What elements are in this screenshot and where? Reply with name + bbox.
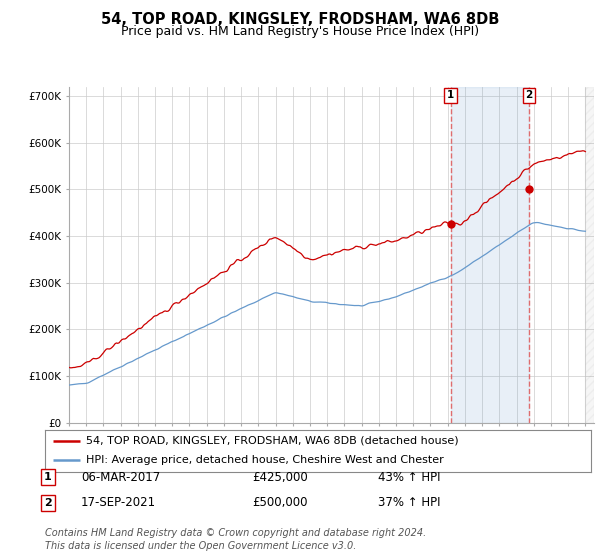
Text: 54, TOP ROAD, KINGSLEY, FRODSHAM, WA6 8DB (detached house): 54, TOP ROAD, KINGSLEY, FRODSHAM, WA6 8D… xyxy=(86,436,458,446)
Text: 1: 1 xyxy=(447,90,454,100)
Text: £425,000: £425,000 xyxy=(252,470,308,484)
Text: Contains HM Land Registry data © Crown copyright and database right 2024.
This d: Contains HM Land Registry data © Crown c… xyxy=(45,528,426,550)
Text: 2: 2 xyxy=(44,498,52,508)
Bar xyxy=(451,87,529,423)
Text: 17-SEP-2021: 17-SEP-2021 xyxy=(81,496,156,510)
Text: Price paid vs. HM Land Registry's House Price Index (HPI): Price paid vs. HM Land Registry's House … xyxy=(121,25,479,38)
Text: 37% ↑ HPI: 37% ↑ HPI xyxy=(378,496,440,510)
Bar xyxy=(586,87,594,423)
Text: 2: 2 xyxy=(526,90,533,100)
Text: 43% ↑ HPI: 43% ↑ HPI xyxy=(378,470,440,484)
Text: £500,000: £500,000 xyxy=(252,496,308,510)
Text: 54, TOP ROAD, KINGSLEY, FRODSHAM, WA6 8DB: 54, TOP ROAD, KINGSLEY, FRODSHAM, WA6 8D… xyxy=(101,12,499,27)
Text: 1: 1 xyxy=(44,472,52,482)
Text: HPI: Average price, detached house, Cheshire West and Chester: HPI: Average price, detached house, Ches… xyxy=(86,455,444,465)
Text: 06-MAR-2017: 06-MAR-2017 xyxy=(81,470,160,484)
